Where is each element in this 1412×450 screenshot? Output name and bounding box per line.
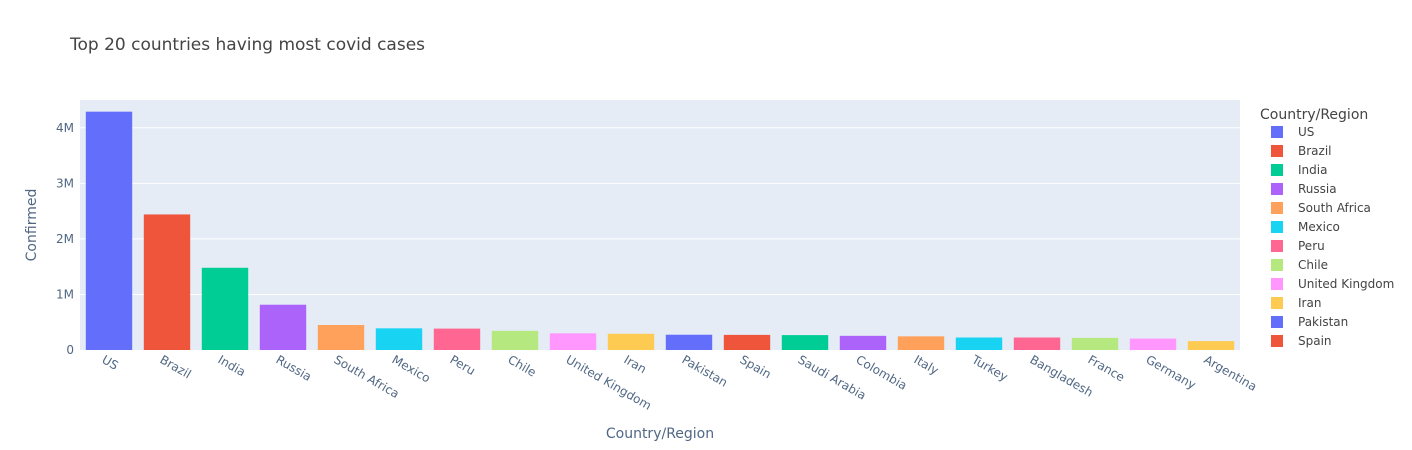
legend-label: United Kingdom [1298,277,1394,291]
bar-italy[interactable] [897,336,945,350]
legend-swatch [1271,145,1283,157]
legend-swatch [1271,221,1283,233]
legend-swatch [1271,335,1283,347]
legend-swatch [1271,183,1283,195]
chart-title: Top 20 countries having most covid cases [69,35,425,55]
bar-russia[interactable] [259,304,307,350]
y-axis-ticks: 0 1M 2M 3M 4M [56,121,74,357]
x-tick-label: Mexico [390,352,433,385]
legend-label: Spain [1298,334,1332,348]
x-tick-label: Russia [274,352,314,383]
legend-swatch [1271,202,1283,214]
legend-item[interactable]: US [1271,125,1314,139]
bar-france[interactable] [1071,337,1119,350]
legend-swatch [1271,240,1283,252]
x-tick-label: Chile [506,352,539,379]
y-tick-label: 2M [56,232,74,246]
bar-bangladesh[interactable] [1013,337,1061,351]
bar-turkey[interactable] [955,337,1003,351]
x-tick-label: France [1086,352,1128,384]
legend-label: Brazil [1298,144,1332,158]
bar-iran[interactable] [607,333,655,350]
x-tick-label: Brazil [158,352,194,381]
legend-label: Chile [1298,258,1328,272]
legend-label: Russia [1298,182,1337,196]
y-tick-label: 1M [56,287,74,301]
x-tick-label: Germany [1144,352,1199,392]
legend-item[interactable]: Pakistan [1271,315,1348,329]
bar-us[interactable] [85,111,133,351]
x-tick-label: Peru [448,352,478,377]
y-tick-label: 0 [66,343,74,357]
x-tick-label: South Africa [332,352,402,401]
bar-spain[interactable] [723,334,771,350]
bar-united-kingdom[interactable] [549,333,597,350]
legend-item[interactable]: South Africa [1271,201,1371,215]
gridlines [80,127,1240,295]
x-tick-label: India [216,352,249,379]
bar-brazil[interactable] [143,214,191,350]
legend-item[interactable]: Chile [1271,258,1328,272]
legend-swatch [1271,278,1283,290]
y-tick-label: 3M [56,176,74,190]
legend-item[interactable]: Russia [1271,182,1337,196]
legend-swatch [1271,316,1283,328]
y-axis-title: Confirmed [24,189,40,262]
bar-pakistan[interactable] [665,334,713,350]
legend-swatch [1271,126,1283,138]
x-tick-label: Iran [622,352,649,376]
bar-saudi-arabia[interactable] [781,335,829,350]
plot-area [80,100,1240,350]
legend-label: Peru [1298,239,1325,253]
bar-argentina[interactable] [1187,341,1235,350]
bar-mexico[interactable] [375,328,423,350]
bar-germany[interactable] [1129,338,1177,350]
legend-label: South Africa [1298,201,1371,215]
legend-title: Country/Region [1260,107,1368,123]
y-tick-label: 4M [56,121,74,135]
bar-india[interactable] [201,267,249,350]
x-tick-label: Argentina [1202,352,1260,393]
legend-item[interactable]: Iran [1271,296,1321,310]
legend-label: Mexico [1298,220,1340,234]
x-axis-title: Country/Region [606,426,714,442]
legend-item[interactable]: Spain [1271,334,1332,348]
legend-swatch [1271,164,1283,176]
legend-item[interactable]: Peru [1271,239,1325,253]
x-tick-label: Italy [912,352,942,377]
bar-colombia[interactable] [839,335,887,350]
legend-item[interactable]: United Kingdom [1271,277,1394,291]
legend-label: Iran [1298,296,1321,310]
legend-item[interactable]: India [1271,163,1327,177]
legend-label: India [1298,163,1327,177]
x-tick-label: Pakistan [680,352,731,389]
x-tick-label: Turkey [969,352,1011,384]
legend-label: Pakistan [1298,315,1348,329]
bars [85,111,1235,351]
legend-swatch [1271,297,1283,309]
x-tick-label: Spain [738,352,774,381]
x-tick-label: Bangladesh [1028,352,1096,399]
legend[interactable]: Country/Region US Brazil India Russia South … [1260,107,1394,348]
legend-item[interactable]: Mexico [1271,220,1340,234]
bar-peru[interactable] [433,328,481,350]
x-tick-label: US [100,352,121,372]
bar-chile[interactable] [491,330,539,350]
legend-item[interactable]: Brazil [1271,144,1332,158]
bar-south-africa[interactable] [317,325,365,350]
legend-label: US [1298,125,1314,139]
legend-swatch [1271,259,1283,271]
